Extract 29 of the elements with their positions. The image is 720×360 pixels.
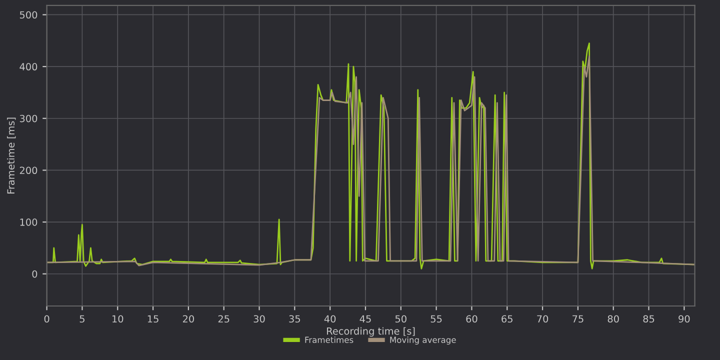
x-tick-label: 45 (360, 315, 371, 323)
x-tick-label: 65 (502, 315, 512, 323)
y-tick-label: 500 (20, 11, 38, 19)
legend-label: Moving average (390, 336, 456, 345)
x-tick-label: 20 (182, 315, 194, 323)
x-tick-label: 60 (466, 315, 478, 323)
x-tick-label: 80 (608, 315, 619, 323)
x-tick-label: 35 (289, 315, 300, 323)
x-tick-label: 75 (572, 315, 584, 323)
y-tick-label: 200 (20, 166, 38, 174)
x-tick-label: 30 (254, 315, 265, 323)
x-tick-label: 70 (537, 315, 548, 323)
x-tick-label: 40 (324, 315, 336, 323)
x-axis-title: Recording time [s] (327, 327, 415, 337)
y-axis-title: Frametime [ms] (7, 118, 16, 194)
x-tick-label: 5 (80, 315, 84, 323)
x-tick-label: 50 (395, 315, 406, 323)
x-tick-label: 25 (218, 315, 230, 323)
x-tick-label: 85 (643, 315, 654, 323)
x-tick-label: 10 (112, 315, 124, 323)
x-tick-label: 0 (44, 315, 50, 323)
legend-label: Frametimes (305, 336, 354, 343)
y-tick-label: 0 (32, 270, 38, 278)
y-tick-label: 100 (20, 218, 38, 226)
x-tick-label: 55 (430, 315, 442, 323)
x-tick-label: 90 (678, 315, 690, 323)
x-tick-label: 15 (148, 315, 158, 323)
y-tick-label: 300 (20, 114, 38, 122)
y-tick-label: 400 (20, 63, 38, 70)
